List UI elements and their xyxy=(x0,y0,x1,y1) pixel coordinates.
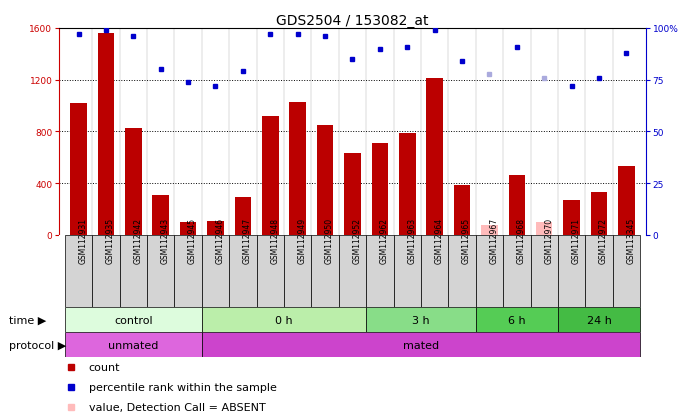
Text: GSM112972: GSM112972 xyxy=(599,218,608,263)
Text: GSM112971: GSM112971 xyxy=(572,218,581,263)
Bar xyxy=(235,198,251,235)
Bar xyxy=(98,34,114,235)
Text: GSM112948: GSM112948 xyxy=(270,218,279,263)
FancyBboxPatch shape xyxy=(339,235,366,308)
FancyBboxPatch shape xyxy=(119,235,147,308)
Bar xyxy=(290,102,306,235)
FancyBboxPatch shape xyxy=(448,235,476,308)
Bar xyxy=(454,185,470,235)
FancyBboxPatch shape xyxy=(65,308,202,332)
Text: 3 h: 3 h xyxy=(413,315,430,325)
Text: GSM112962: GSM112962 xyxy=(380,218,389,263)
Text: GSM112963: GSM112963 xyxy=(408,218,416,263)
Text: time ▶: time ▶ xyxy=(10,315,47,325)
Text: GSM112931: GSM112931 xyxy=(78,218,87,263)
FancyBboxPatch shape xyxy=(558,235,586,308)
Bar xyxy=(563,201,580,235)
Bar xyxy=(317,126,334,235)
FancyBboxPatch shape xyxy=(92,235,119,308)
FancyBboxPatch shape xyxy=(366,308,476,332)
FancyBboxPatch shape xyxy=(366,235,394,308)
Title: GDS2504 / 153082_at: GDS2504 / 153082_at xyxy=(276,14,429,28)
Bar xyxy=(591,193,607,235)
FancyBboxPatch shape xyxy=(586,235,613,308)
Text: GSM112952: GSM112952 xyxy=(352,218,362,263)
Text: GSM112943: GSM112943 xyxy=(161,218,170,263)
FancyBboxPatch shape xyxy=(65,332,202,357)
FancyBboxPatch shape xyxy=(202,235,229,308)
FancyBboxPatch shape xyxy=(202,308,366,332)
Text: mated: mated xyxy=(403,340,439,350)
Text: GSM112949: GSM112949 xyxy=(297,218,306,263)
FancyBboxPatch shape xyxy=(174,235,202,308)
Bar xyxy=(618,167,634,235)
Text: GSM112950: GSM112950 xyxy=(325,218,334,263)
Bar xyxy=(180,223,196,235)
FancyBboxPatch shape xyxy=(147,235,174,308)
FancyBboxPatch shape xyxy=(229,235,257,308)
Text: unmated: unmated xyxy=(108,340,158,350)
Text: GSM112945: GSM112945 xyxy=(188,218,197,263)
Text: GSM112946: GSM112946 xyxy=(216,218,225,263)
FancyBboxPatch shape xyxy=(613,235,640,308)
Text: GSM112964: GSM112964 xyxy=(435,218,444,263)
Text: 24 h: 24 h xyxy=(586,315,611,325)
FancyBboxPatch shape xyxy=(503,235,530,308)
Text: 0 h: 0 h xyxy=(275,315,292,325)
Bar xyxy=(344,154,361,235)
FancyBboxPatch shape xyxy=(311,235,339,308)
Text: GSM112968: GSM112968 xyxy=(517,218,526,263)
Bar xyxy=(262,116,279,235)
Text: GSM112947: GSM112947 xyxy=(243,218,252,263)
FancyBboxPatch shape xyxy=(202,332,640,357)
Text: GSM113345: GSM113345 xyxy=(627,217,635,263)
Text: count: count xyxy=(89,363,120,373)
Text: control: control xyxy=(114,315,153,325)
FancyBboxPatch shape xyxy=(284,235,311,308)
FancyBboxPatch shape xyxy=(476,308,558,332)
Text: GSM112967: GSM112967 xyxy=(489,218,498,263)
FancyBboxPatch shape xyxy=(65,235,92,308)
Bar xyxy=(536,223,553,235)
Bar xyxy=(152,195,169,235)
Text: GSM112935: GSM112935 xyxy=(106,218,115,263)
Text: 6 h: 6 h xyxy=(508,315,526,325)
FancyBboxPatch shape xyxy=(476,235,503,308)
FancyBboxPatch shape xyxy=(421,235,448,308)
Bar xyxy=(426,79,443,235)
Text: protocol ▶: protocol ▶ xyxy=(10,340,67,350)
FancyBboxPatch shape xyxy=(394,235,421,308)
Bar xyxy=(371,144,388,235)
Text: value, Detection Call = ABSENT: value, Detection Call = ABSENT xyxy=(89,402,265,412)
Text: GSM112942: GSM112942 xyxy=(133,218,142,263)
Bar xyxy=(207,221,224,235)
Text: GSM112970: GSM112970 xyxy=(544,218,554,263)
Bar xyxy=(481,225,498,235)
Bar xyxy=(399,133,415,235)
Text: percentile rank within the sample: percentile rank within the sample xyxy=(89,382,276,392)
Bar xyxy=(70,104,87,235)
Bar xyxy=(125,128,142,235)
Bar xyxy=(509,176,525,235)
FancyBboxPatch shape xyxy=(257,235,284,308)
FancyBboxPatch shape xyxy=(530,235,558,308)
FancyBboxPatch shape xyxy=(558,308,640,332)
Text: GSM112965: GSM112965 xyxy=(462,218,471,263)
